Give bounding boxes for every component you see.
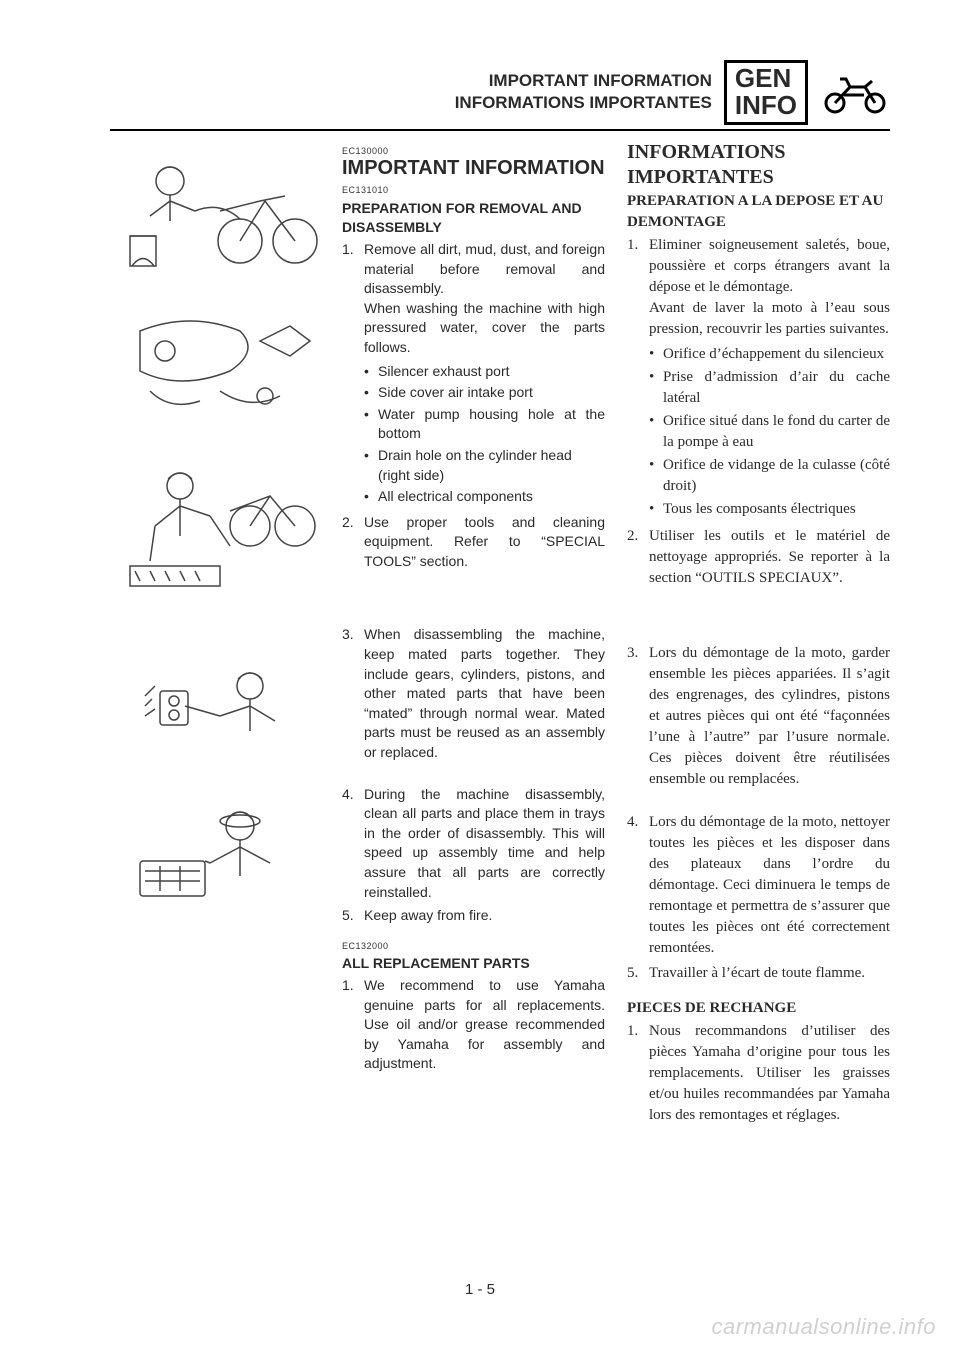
fr-step-3: Lors du démontage de la moto, garder ens… bbox=[649, 643, 890, 790]
french-column: INFORMATIONS IMPORTANTES PREPARATION A L… bbox=[627, 141, 890, 1140]
en-bullet-5: All electrical components bbox=[378, 487, 605, 507]
badge-line1: GEN bbox=[735, 65, 797, 92]
heading-preparation-fr: PREPARATION A LA DEPOSE ET AU DEMONTAGE bbox=[627, 191, 890, 233]
fr-replacement-1: Nous recommandons d’utiliser des pièces … bbox=[649, 1021, 890, 1126]
heading-pieces-rechange: PIECES DE RECHANGE bbox=[627, 998, 890, 1019]
en-step-2: Use proper tools and cleaning equipment.… bbox=[364, 513, 605, 572]
section-code-3: EC132000 bbox=[342, 940, 605, 953]
header-title-fr: INFORMATIONS IMPORTANTES bbox=[455, 92, 712, 114]
motorcycle-icon bbox=[820, 69, 890, 115]
en-step-4: During the machine disassembly, clean al… bbox=[364, 785, 605, 903]
en-replacement-1: We recommend to use Yamaha genuine parts… bbox=[364, 976, 605, 1074]
fr-bullet-3: Orifice situé dans le fond du carter de … bbox=[663, 411, 890, 453]
badge-line2: INFO bbox=[735, 92, 797, 119]
en-step-3: When disassembling the machine, keep mat… bbox=[364, 625, 605, 762]
watermark: carmanualsonline.info bbox=[711, 1314, 936, 1340]
en-bullet-1: Silencer exhaust port bbox=[378, 362, 605, 382]
fr-step-2: Utiliser les outils et le matériel de ne… bbox=[649, 526, 890, 589]
en-bullet-4: Drain hole on the cylinder head (right s… bbox=[378, 446, 605, 485]
page-number: 1 - 5 bbox=[0, 1281, 960, 1298]
illustration-4 bbox=[110, 651, 320, 771]
heading-informations: INFORMATIONS bbox=[627, 141, 890, 164]
fr-step-4: Lors du démontage de la moto, nettoyer t… bbox=[649, 812, 890, 959]
section-badge: GEN INFO bbox=[724, 60, 808, 125]
heading-important-information: IMPORTANT INFORMATION bbox=[342, 157, 605, 180]
page-header: IMPORTANT INFORMATION INFORMATIONS IMPOR… bbox=[110, 60, 890, 125]
en-step-1b: When washing the machine with high press… bbox=[364, 300, 605, 355]
en-bullet-2: Side cover air intake port bbox=[378, 383, 605, 403]
fr-bullet-2: Prise d’admission d’air du cache latéral bbox=[663, 367, 890, 409]
english-column: EC130000 IMPORTANT INFORMATION EC131010 … bbox=[342, 141, 605, 1140]
section-code-2: EC131010 bbox=[342, 184, 605, 197]
heading-preparation: PREPARATION FOR REMOVAL AND DISASSEMBLY bbox=[342, 199, 605, 238]
section-code-1: EC130000 bbox=[342, 145, 605, 158]
heading-importantes: IMPORTANTES bbox=[627, 166, 890, 189]
header-title-en: IMPORTANT INFORMATION bbox=[455, 70, 712, 92]
en-step-5: Keep away from fire. bbox=[364, 906, 605, 926]
fr-bullet-1: Orifice d’échappement du silencieux bbox=[663, 344, 890, 365]
fr-step-5: Travailler à l’écart de toute flamme. bbox=[649, 963, 890, 984]
en-bullet-3: Water pump housing hole at the bottom bbox=[378, 405, 605, 444]
fr-step-1b: Avant de laver la moto à l’eau sous pres… bbox=[649, 300, 890, 337]
heading-replacement-parts: ALL REPLACEMENT PARTS bbox=[342, 954, 605, 974]
illustration-3 bbox=[110, 451, 320, 601]
fr-bullet-4: Orifice de vidange de la culasse (côté d… bbox=[663, 455, 890, 497]
illustration-1 bbox=[110, 141, 320, 281]
en-step-1a: Remove all dirt, mud, dust, and foreign … bbox=[364, 241, 605, 296]
header-rule bbox=[110, 129, 890, 131]
illustration-column bbox=[110, 141, 320, 1140]
illustration-2 bbox=[110, 301, 320, 431]
fr-step-1a: Eliminer soigneusement saletés, boue, po… bbox=[649, 237, 890, 295]
illustration-5 bbox=[110, 791, 320, 911]
fr-bullet-5: Tous les composants électriques bbox=[663, 499, 890, 520]
